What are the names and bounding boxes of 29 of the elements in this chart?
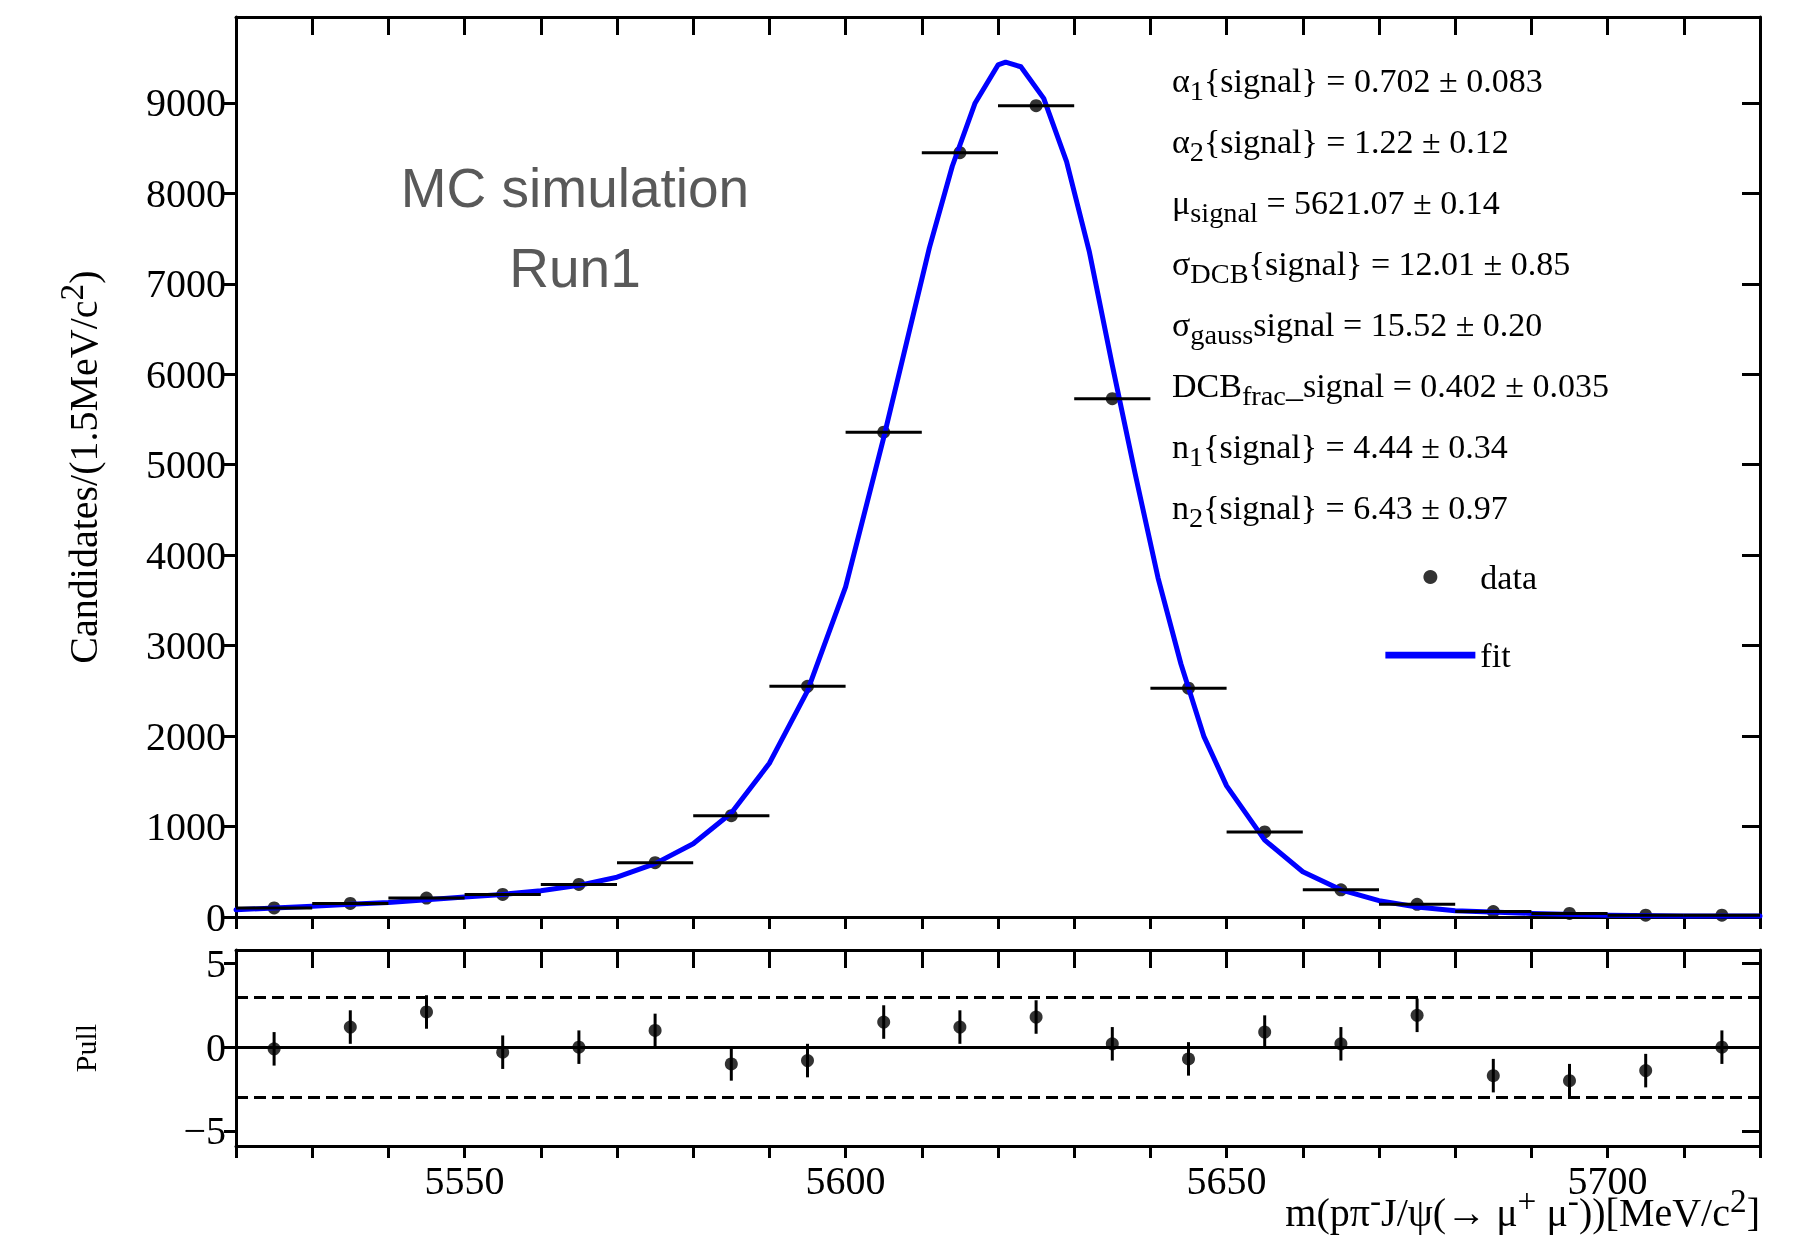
y-tick-label: 9000: [146, 80, 226, 126]
x-tick-label: 5650: [1186, 1157, 1267, 1203]
y-tick-label: 7000: [146, 261, 226, 307]
annotation: n$_{2}${signal} = 6.43 ± 0.97: [1172, 489, 1508, 533]
y-tick-label: 8000: [146, 170, 226, 216]
x-tick-label: 5600: [805, 1157, 886, 1203]
y-tick-label: 0: [206, 1024, 226, 1070]
annotation: DCB$_{frac}$_signal = 0.402 ± 0.035: [1172, 367, 1609, 411]
y-tick-label: 3000: [146, 623, 226, 669]
y-tick-label: 1000: [146, 804, 226, 850]
y-tick-label: 4000: [146, 532, 226, 578]
annotation: α$_{1}${signal} = 0.702 ± 0.083: [1172, 62, 1543, 106]
annotation: α$_{2}${signal} = 1.22 ± 0.12: [1172, 123, 1509, 167]
annotation: MC simulation: [400, 157, 750, 219]
x-tick-label: 5550: [424, 1157, 505, 1203]
legend-label: data: [1480, 558, 1538, 596]
annotation: μ$_{signal}$ = 5621.07 ± 0.14: [1172, 184, 1500, 228]
annotation: n$_{1}${signal} = 4.44 ± 0.34: [1172, 428, 1508, 472]
y-tick-label: 2000: [146, 713, 226, 759]
y-tick-label: 5: [206, 940, 226, 986]
y-tick-label: −5: [183, 1108, 226, 1154]
y-tick-label: 5000: [146, 442, 226, 488]
y-tick-label: 6000: [146, 351, 226, 397]
legend-label: fit: [1480, 636, 1512, 674]
y-tick-label: 0: [206, 894, 226, 940]
annotation: σ$_{DCB}${signal} = 12.01 ± 0.85: [1172, 245, 1571, 289]
y-axis-title: Pull: [69, 1023, 103, 1073]
annotation: σ$_{gauss}$signal = 15.52 ± 0.20: [1172, 306, 1543, 350]
annotation: Run1: [509, 237, 641, 299]
